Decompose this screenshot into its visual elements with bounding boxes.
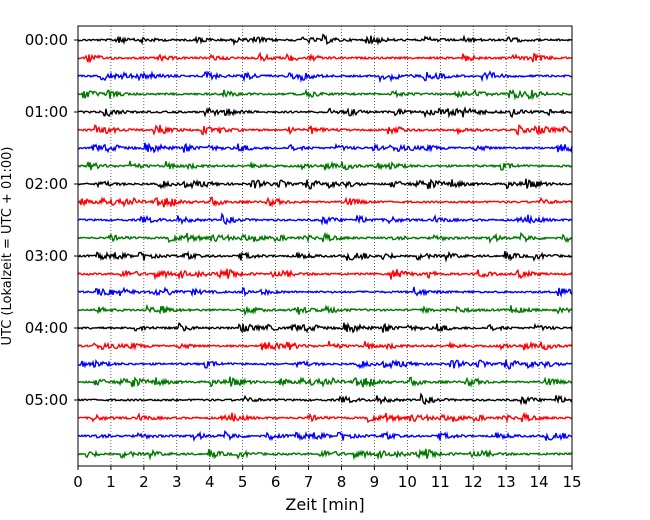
trace-line bbox=[77, 340, 573, 351]
trace-line bbox=[77, 88, 573, 101]
trace-line bbox=[77, 141, 573, 154]
trace-line bbox=[77, 358, 573, 370]
y-tick-label: 00:00 bbox=[25, 31, 68, 49]
trace-line bbox=[77, 303, 573, 317]
x-axis-ticks: 0 1 2 3 4 5 6 7 8 9 10 11 12 13 14 15 bbox=[73, 466, 582, 491]
trace-line bbox=[77, 160, 573, 171]
seismic-traces bbox=[77, 33, 573, 461]
trace-line bbox=[77, 376, 573, 388]
x-tick-label: 10 bbox=[398, 473, 417, 491]
trace-line bbox=[77, 106, 573, 119]
y-axis-label: UTC (Lokalzeit = UTC + 01:00) bbox=[0, 147, 15, 346]
trace-line bbox=[77, 250, 573, 263]
trace-line bbox=[77, 196, 573, 208]
trace-line bbox=[77, 429, 573, 443]
x-tick-label: 4 bbox=[205, 473, 215, 491]
x-tick-label: 12 bbox=[464, 473, 483, 491]
x-tick-label: 9 bbox=[370, 473, 380, 491]
x-tick-label: 14 bbox=[530, 473, 549, 491]
x-tick-label: 3 bbox=[172, 473, 182, 491]
x-tick-label: 6 bbox=[271, 473, 281, 491]
x-tick-label: 11 bbox=[431, 473, 450, 491]
trace-line bbox=[77, 124, 573, 137]
x-axis-label: Zeit [min] bbox=[285, 495, 364, 514]
x-tick-label: 1 bbox=[106, 473, 116, 491]
trace-line bbox=[77, 33, 573, 47]
trace-line bbox=[77, 231, 573, 245]
trace-line bbox=[77, 286, 573, 298]
y-tick-label: 02:00 bbox=[25, 175, 68, 193]
x-tick-label: 8 bbox=[337, 473, 347, 491]
trace-line bbox=[77, 70, 573, 84]
y-tick-label: 01:00 bbox=[25, 103, 68, 121]
grid-lines bbox=[110, 26, 540, 466]
y-tick-label: 04:00 bbox=[25, 319, 68, 337]
x-tick-label: 7 bbox=[304, 473, 314, 491]
trace-line bbox=[77, 411, 573, 424]
y-axis-ticks: 00:00 01:00 02:00 03:00 04:00 05:00 bbox=[25, 31, 78, 409]
y-tick-label: 03:00 bbox=[25, 247, 68, 265]
x-tick-label: 13 bbox=[497, 473, 516, 491]
trace-line bbox=[77, 212, 573, 226]
x-tick-label: 5 bbox=[238, 473, 248, 491]
plot-frame bbox=[77, 25, 573, 467]
trace-line bbox=[77, 392, 573, 406]
trace-line bbox=[77, 321, 573, 334]
trace-line bbox=[77, 268, 573, 281]
y-tick-label: 05:00 bbox=[25, 391, 68, 409]
x-tick-label: 15 bbox=[562, 473, 581, 491]
trace-line bbox=[77, 51, 573, 64]
trace-line bbox=[77, 448, 573, 461]
x-tick-label: 2 bbox=[139, 473, 149, 491]
trace-line bbox=[77, 178, 573, 190]
x-tick-label: 0 bbox=[73, 473, 83, 491]
